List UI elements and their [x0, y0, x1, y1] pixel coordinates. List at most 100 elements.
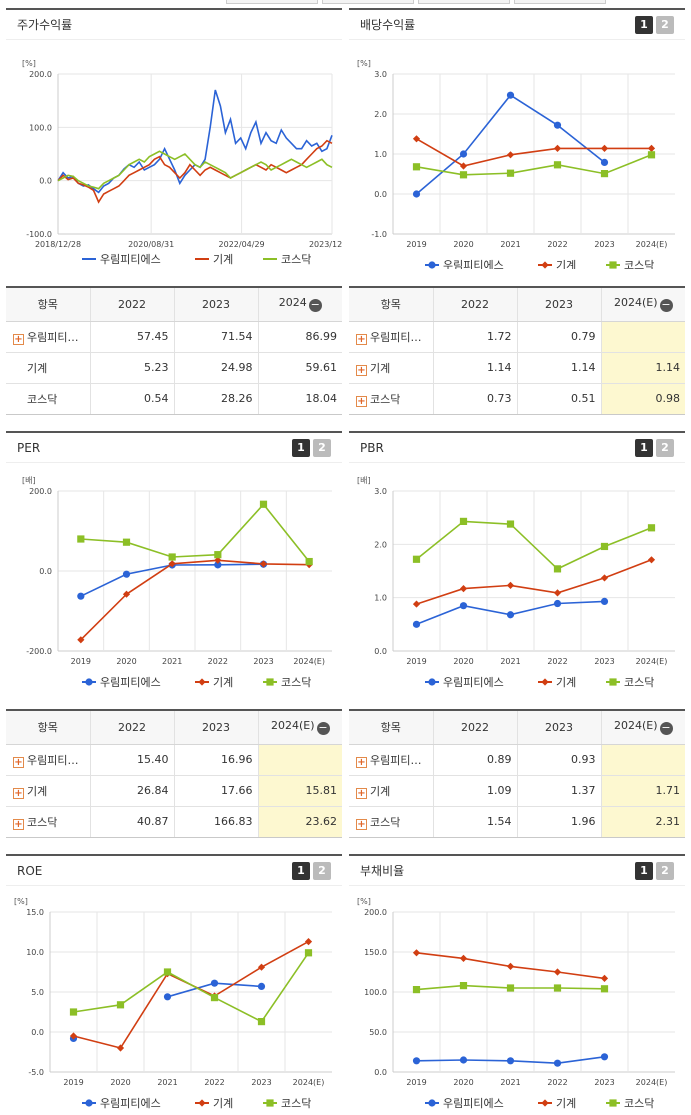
expand-icon[interactable]: + — [13, 787, 24, 799]
row-label: 우림피티… — [27, 753, 79, 767]
expand-icon[interactable]: + — [356, 787, 367, 799]
axis-unit-label: [배] — [357, 476, 371, 485]
table-header: 2022 — [89, 711, 174, 745]
data-point — [647, 151, 656, 159]
collapse-icon[interactable]: − — [659, 298, 673, 313]
table-row: + 코스닥 40.87 166.83 23.62 — [6, 806, 342, 838]
table-header: 2023 — [173, 711, 258, 745]
period-2-button[interactable]: 2 — [313, 861, 331, 880]
expand-icon[interactable]: + — [356, 395, 367, 407]
table-cell: 1.96 — [516, 806, 601, 838]
collapse-icon[interactable]: − — [308, 298, 322, 313]
row-label-cell[interactable]: + 기계 — [349, 352, 433, 384]
top-tab[interactable] — [322, 0, 414, 4]
table-header-label: 2023 — [545, 720, 573, 734]
period-1-button[interactable]: 1 — [292, 861, 310, 880]
row-label-cell[interactable]: + 우림피티… — [349, 321, 433, 353]
period-2-button[interactable]: 2 — [656, 438, 674, 457]
period-1-button[interactable]: 1 — [635, 438, 653, 457]
data-point — [553, 161, 562, 169]
collapse-icon[interactable]: − — [316, 721, 330, 736]
data-point — [541, 261, 549, 269]
y-tick-label: 100.0 — [364, 988, 387, 997]
table-header-label: 2022 — [461, 297, 489, 311]
x-tick-label: 2023/12/28 — [309, 240, 342, 249]
data-point — [412, 986, 421, 994]
data-point — [553, 984, 562, 992]
table-cell: 0.89 — [432, 744, 517, 776]
data-point — [259, 500, 268, 508]
row-label-cell[interactable]: + 코스닥 — [349, 383, 433, 415]
pbr-chart: [배]3.0 2.0 1.0 0.0 2019 2020 2021 2022 2023 2024(… — [357, 476, 675, 689]
table-cell: 0.79 — [516, 321, 601, 353]
period-1-button[interactable]: 1 — [292, 438, 310, 457]
top-tab[interactable] — [226, 0, 318, 4]
expand-icon[interactable]: + — [356, 756, 367, 768]
row-label-cell[interactable]: + 우림피티… — [6, 744, 90, 776]
legend-label: 코스닥 — [281, 676, 311, 689]
x-tick-label: 2024(E) — [293, 657, 325, 666]
row-label-cell[interactable]: + 기계 — [349, 775, 433, 807]
y-tick-label: 3.0 — [374, 70, 387, 79]
y-tick-label: 150.0 — [364, 948, 387, 957]
row-label: 우림피티… — [370, 330, 422, 344]
expand-icon[interactable]: + — [356, 364, 367, 376]
y-tick-label: 1.0 — [374, 150, 387, 159]
expand-icon[interactable]: + — [356, 818, 367, 830]
data-point — [412, 135, 421, 143]
series-line — [80, 559, 310, 641]
data-point — [412, 600, 421, 608]
table-header: 2022 — [432, 711, 517, 745]
expand-icon[interactable]: + — [13, 333, 24, 345]
series-line — [57, 150, 333, 190]
panel-title: 부채비율 — [360, 864, 405, 878]
legend-label: 기계 — [213, 676, 233, 689]
series-line — [57, 89, 333, 194]
collapse-icon[interactable]: − — [659, 721, 673, 736]
row-label-cell[interactable]: + 코스닥 — [349, 806, 433, 838]
table-cell: 40.87 — [89, 806, 174, 838]
table-cell: 59.61 — [257, 352, 342, 384]
period-1-button[interactable]: 1 — [635, 861, 653, 880]
row-label-cell[interactable]: + 우림피티… — [349, 744, 433, 776]
axis-unit-label: [%] — [357, 897, 371, 906]
period-2-button[interactable]: 2 — [313, 438, 331, 457]
y-tick-label: 100.0 — [29, 123, 52, 132]
period-2-button[interactable]: 2 — [656, 861, 674, 880]
row-label-cell[interactable]: + 기계 — [6, 775, 90, 807]
axis-unit-label: [%] — [357, 59, 371, 68]
expand-icon[interactable]: + — [13, 818, 24, 830]
series-line — [73, 952, 310, 1023]
top-tab[interactable] — [418, 0, 510, 4]
table-header-label: 항목 — [380, 721, 401, 735]
data-point — [214, 551, 222, 559]
data-point — [412, 190, 421, 198]
table-row: + 코스닥 0.73 0.51 0.98 — [349, 383, 685, 415]
data-point — [304, 949, 313, 957]
table-cell: 1.09 — [432, 775, 517, 807]
legend-label: 우림피티에스 — [100, 253, 161, 266]
data-point — [85, 678, 93, 686]
y-tick-label: 0.0 — [39, 177, 52, 186]
top-tab[interactable] — [514, 0, 606, 4]
x-tick-label: 2021 — [500, 240, 520, 249]
table-header-label: 2024(E) — [613, 296, 658, 310]
data-point — [609, 261, 617, 269]
data-point — [116, 1001, 125, 1009]
panel-title: ROE — [17, 863, 43, 878]
period-2-button[interactable]: 2 — [656, 15, 674, 34]
row-label-cell[interactable]: + 코스닥 — [6, 806, 90, 838]
expand-icon[interactable]: + — [13, 756, 24, 768]
legend-label: 우림피티에스 — [443, 676, 504, 689]
period-1-button[interactable]: 1 — [635, 15, 653, 34]
row-label-cell[interactable]: + 우림피티… — [6, 321, 90, 353]
x-tick-label: 2022 — [547, 240, 567, 249]
data-point — [77, 636, 85, 644]
row-label: 기계 — [370, 361, 391, 375]
table-header-label: 항목 — [37, 298, 58, 312]
per-chart: [배] 200.0 0.0 -200.0 2019 2020 2021 2022 2023 202… — [22, 476, 332, 689]
expand-icon[interactable]: + — [356, 333, 367, 345]
data-point — [266, 1099, 274, 1107]
top-strip — [0, 0, 691, 6]
table-cell: 1.54 — [432, 806, 517, 838]
